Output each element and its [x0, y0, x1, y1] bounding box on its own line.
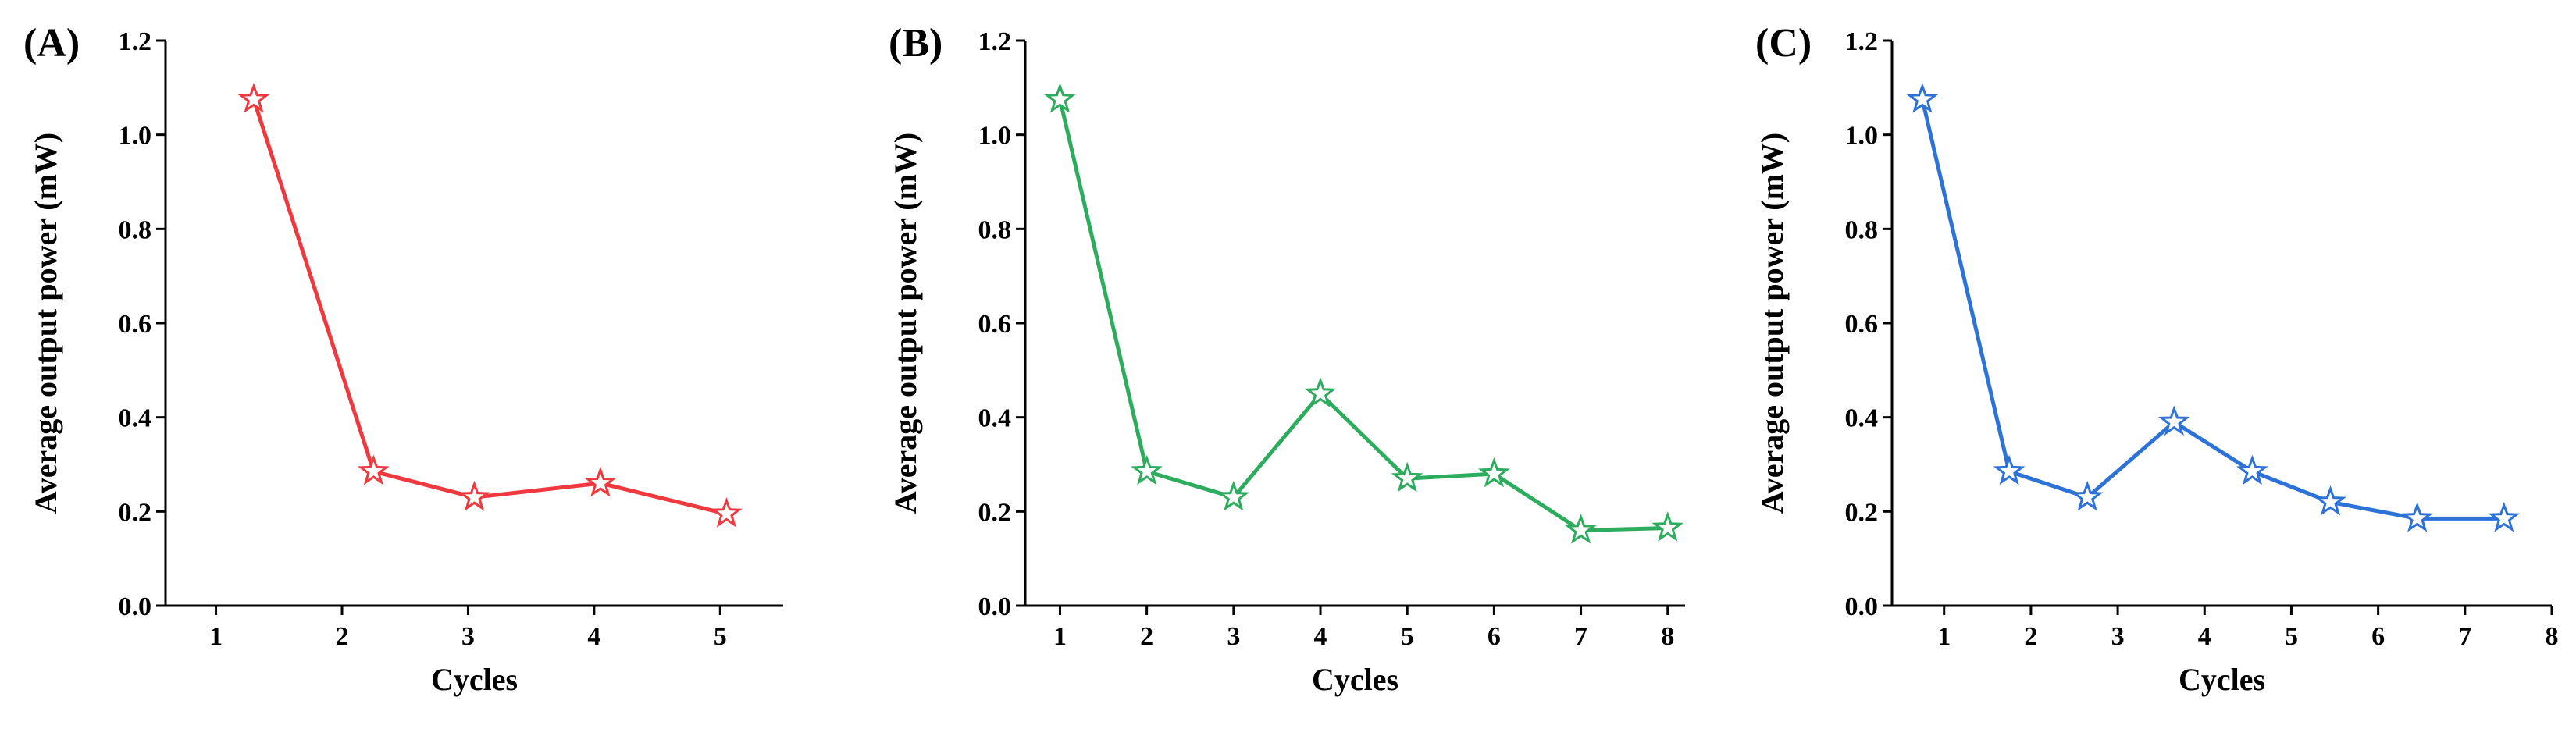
panel-b-data-point	[1131, 454, 1163, 485]
panel-a-x-tick-label: 2	[336, 622, 349, 651]
panel-b-data-point	[1391, 461, 1423, 493]
panel-b-y-tick-label: 0.4	[978, 404, 1012, 433]
panel-b-y-tick-label: 0.6	[978, 310, 1012, 339]
panel-b-series-line	[1058, 98, 1668, 532]
panel-b-data-point	[1565, 514, 1597, 544]
panel-b-x-tick-label: 7	[1574, 622, 1587, 651]
panel-c: (C) 0.0 0.2 0.4 0.6 0.8 1.0 1.2 1 2 3 4 5 6 7 8 Cycles Av…	[1755, 21, 2559, 697]
panel-b-x-tick-label: 1	[1053, 622, 1067, 651]
panel-a-data-point	[711, 497, 743, 528]
panel-c-y-tick-label: 0.6	[1845, 310, 1879, 339]
panel-a-x-tick-label: 4	[587, 622, 600, 651]
panel-b-x-tick-label: 2	[1140, 622, 1153, 651]
panel-c-data-point	[2071, 480, 2104, 511]
panel-a-y-tick-label: 0.8	[119, 215, 152, 244]
panel-b-data-point	[1217, 480, 1250, 511]
panel-b-x-tick-label: 5	[1401, 622, 1414, 651]
panel-a: (A) 0.0 0.2 0.4 0.6 0.8 1.0 1.2 1 2 3 4 5 Cycles Avera…	[23, 21, 783, 697]
panel-c-data-point	[2488, 502, 2521, 532]
panel-b-y-axis-title: Average output power (mW)	[888, 133, 923, 514]
panel-a-y-tick-label: 0.6	[119, 310, 152, 339]
panel-c-data-point	[1993, 454, 2026, 485]
panel-c-data-point	[2236, 454, 2268, 485]
panel-a-data-point	[458, 480, 490, 511]
panel-a-y-tick-label: 0.0	[119, 592, 152, 621]
panel-a-y-tick-label: 0.4	[119, 404, 152, 433]
panel-a-data-point	[584, 466, 617, 497]
panel-c-x-tick-label: 3	[2111, 622, 2125, 651]
panel-c-data-point	[2158, 405, 2190, 436]
panel-a-label: (A)	[23, 21, 80, 66]
panel-b-x-tick-label: 6	[1488, 622, 1501, 651]
panel-a-y-tick-label: 1.0	[119, 122, 152, 151]
panel-a-x-axis-title: Cycles	[431, 662, 518, 697]
panel-b-data-point	[1304, 377, 1337, 407]
panel-c-x-tick-label: 6	[2371, 622, 2385, 651]
panel-c-data-point	[2314, 485, 2346, 516]
panel-a-data-point	[237, 82, 270, 113]
panel-a-y-tick-label: 1.2	[119, 27, 152, 56]
panel-b-x-tick-label: 8	[1661, 622, 1674, 651]
panel-b-y-tick-label: 1.2	[978, 27, 1012, 56]
panel-c-x-tick-label: 4	[2198, 622, 2211, 651]
panel-c-x-tick-label: 5	[2285, 622, 2298, 651]
panel-a-series-line	[251, 98, 727, 516]
panel-a-y-axis-title: Average output power (mW)	[28, 133, 63, 514]
panel-b-data-point	[1044, 82, 1076, 113]
panel-a-x-tick-label: 5	[714, 622, 727, 651]
panel-b-y-tick-label: 0.0	[978, 592, 1012, 621]
panel-c-y-tick-label: 0.8	[1845, 215, 1879, 244]
panel-c-y-tick-label: 1.0	[1845, 122, 1879, 151]
panel-a-data-point	[358, 454, 390, 485]
panel-b-y-tick-label: 0.2	[978, 498, 1012, 527]
panel-c-x-tick-label: 8	[2546, 622, 2559, 651]
panel-c-x-axis-title: Cycles	[2179, 662, 2265, 697]
panel-c-x-tick-label: 1	[1937, 622, 1951, 651]
panel-c-y-tick-label: 0.4	[1845, 404, 1879, 433]
panel-b-label: (B)	[889, 21, 942, 66]
panel-c-series-line	[1920, 98, 2504, 521]
panel-c-data-point	[1906, 82, 1939, 113]
panel-b-data-point	[1478, 457, 1510, 488]
panel-c-x-tick-label: 7	[2458, 622, 2471, 651]
panel-b-data-point	[1651, 511, 1684, 542]
panel-c-data-point	[2401, 502, 2433, 532]
panel-c-x-tick-label: 2	[2024, 622, 2037, 651]
panel-c-y-tick-label: 0.2	[1845, 498, 1879, 527]
panel-b: (B) 0.0 0.2 0.4 0.6 0.8 1.0 1.2 1 2 3 4 5 6 7 8 Cycles Av…	[888, 21, 1685, 697]
panel-c-label: (C)	[1755, 21, 1812, 66]
panel-b-x-axis-title: Cycles	[1312, 662, 1398, 697]
panel-b-y-tick-label: 1.0	[978, 122, 1012, 151]
panel-c-y-tick-label: 1.2	[1845, 27, 1879, 56]
panel-b-x-tick-label: 4	[1314, 622, 1327, 651]
panel-a-x-tick-label: 3	[461, 622, 475, 651]
panel-b-x-tick-label: 3	[1227, 622, 1240, 651]
panel-b-y-tick-label: 0.8	[978, 215, 1012, 244]
panel-c-y-axis-title: Average output power (mW)	[1755, 133, 1790, 514]
panel-a-y-tick-label: 0.2	[119, 498, 152, 527]
panel-c-y-tick-label: 0.0	[1845, 592, 1879, 621]
panel-a-x-tick-label: 1	[209, 622, 223, 651]
